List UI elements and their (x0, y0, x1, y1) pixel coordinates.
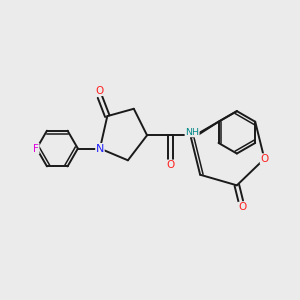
Text: O: O (96, 85, 104, 95)
Text: O: O (260, 154, 268, 164)
Text: NH: NH (185, 128, 199, 137)
Text: F: F (33, 143, 39, 154)
Text: O: O (167, 160, 175, 170)
Text: O: O (238, 202, 246, 212)
Text: N: N (96, 143, 104, 154)
